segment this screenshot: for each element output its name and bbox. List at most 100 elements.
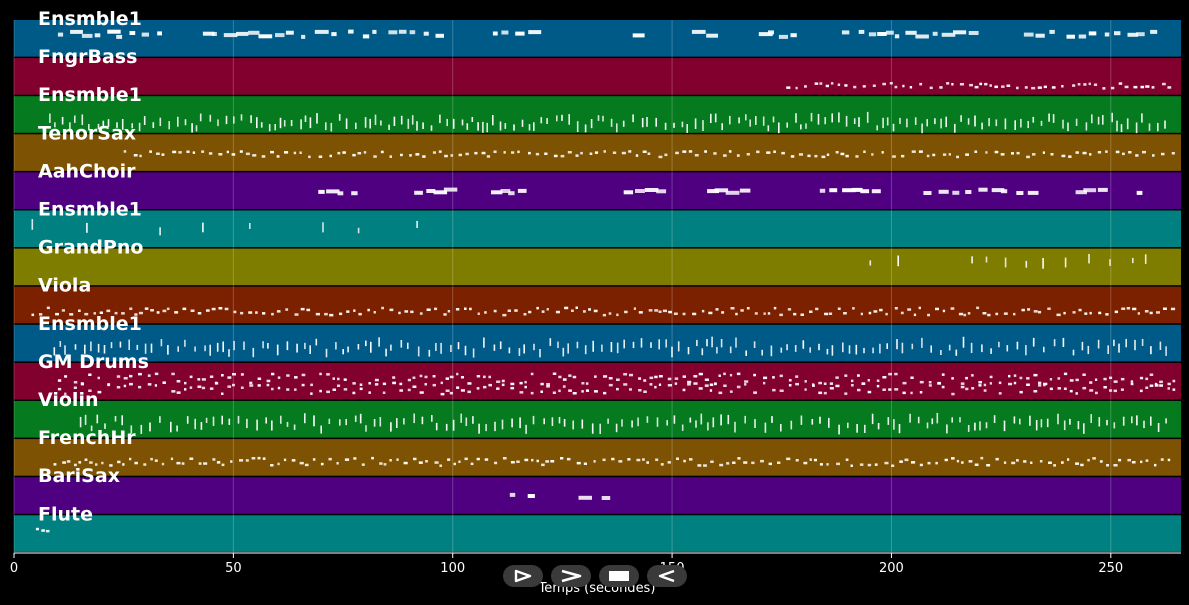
note-mark bbox=[351, 191, 358, 196]
note-mark bbox=[286, 341, 289, 351]
note-mark bbox=[432, 151, 436, 154]
note-mark bbox=[674, 377, 679, 380]
note-mark bbox=[540, 382, 544, 386]
note-mark bbox=[713, 152, 717, 155]
note-mark bbox=[379, 462, 383, 465]
note-mark bbox=[1137, 312, 1140, 315]
note-mark bbox=[1093, 83, 1098, 86]
note-mark bbox=[779, 389, 784, 392]
note-mark bbox=[35, 527, 39, 531]
note-mark bbox=[753, 391, 757, 394]
note-mark bbox=[1019, 376, 1023, 380]
note-mark bbox=[337, 384, 341, 387]
note-mark bbox=[886, 343, 888, 349]
note-mark bbox=[1006, 345, 1009, 352]
note-mark bbox=[682, 150, 687, 153]
note-mark bbox=[1016, 459, 1019, 462]
note-mark bbox=[447, 310, 451, 313]
note-mark bbox=[635, 189, 645, 193]
note-mark bbox=[434, 307, 438, 311]
note-mark bbox=[978, 187, 988, 192]
note-mark bbox=[823, 391, 827, 395]
note-mark bbox=[989, 84, 992, 87]
note-mark bbox=[1061, 154, 1066, 158]
note-mark bbox=[1131, 416, 1133, 424]
note-mark bbox=[971, 256, 973, 264]
note-mark bbox=[1013, 374, 1017, 377]
fast-forward-button[interactable] bbox=[551, 565, 591, 587]
note-mark bbox=[203, 462, 208, 465]
note-mark bbox=[1069, 389, 1073, 393]
note-mark bbox=[686, 124, 688, 133]
note-mark bbox=[635, 154, 639, 157]
note-mark bbox=[546, 385, 550, 388]
note-mark bbox=[788, 379, 792, 382]
note-mark bbox=[1118, 82, 1123, 85]
note-mark bbox=[1016, 151, 1020, 155]
note-mark bbox=[418, 461, 423, 464]
note-mark bbox=[844, 392, 848, 395]
note-mark bbox=[1165, 346, 1167, 356]
rewind-button[interactable] bbox=[647, 565, 687, 587]
note-mark bbox=[1049, 29, 1055, 34]
note-mark bbox=[1019, 390, 1023, 394]
note-mark bbox=[358, 312, 362, 316]
note-mark bbox=[788, 384, 792, 387]
note-mark bbox=[904, 458, 909, 462]
note-mark bbox=[718, 391, 723, 395]
note-mark bbox=[1043, 85, 1047, 89]
note-mark bbox=[1057, 413, 1059, 425]
note-mark bbox=[493, 150, 497, 153]
note-mark bbox=[477, 312, 480, 315]
note-mark bbox=[1063, 372, 1068, 376]
note-mark bbox=[1040, 120, 1043, 126]
note-mark bbox=[673, 122, 675, 128]
track-label: Ensmble1 bbox=[38, 8, 142, 30]
note-mark bbox=[901, 154, 905, 158]
stop-button[interactable] bbox=[599, 565, 639, 587]
note-mark bbox=[218, 307, 223, 310]
note-mark bbox=[665, 339, 667, 348]
note-mark bbox=[133, 154, 138, 157]
note-mark bbox=[212, 416, 215, 426]
note-mark bbox=[858, 29, 865, 34]
note-mark bbox=[78, 461, 82, 464]
note-mark bbox=[39, 313, 43, 316]
note-mark bbox=[829, 188, 838, 193]
note-mark bbox=[354, 415, 357, 422]
note-mark bbox=[611, 457, 615, 461]
note-mark bbox=[31, 219, 34, 230]
note-mark bbox=[337, 191, 344, 196]
note-mark bbox=[136, 344, 139, 350]
note-mark bbox=[1130, 380, 1134, 383]
note-mark bbox=[721, 123, 723, 131]
note-mark bbox=[616, 378, 620, 381]
note-mark bbox=[691, 29, 706, 34]
note-mark bbox=[871, 413, 874, 425]
note-mark bbox=[786, 457, 791, 461]
note-mark bbox=[374, 114, 377, 125]
note-mark bbox=[1035, 420, 1038, 431]
note-mark bbox=[698, 372, 703, 376]
note-mark bbox=[523, 313, 527, 316]
note-mark bbox=[382, 382, 387, 386]
note-mark bbox=[370, 341, 372, 353]
note-mark bbox=[1003, 312, 1008, 315]
note-mark bbox=[989, 382, 992, 385]
note-mark bbox=[228, 418, 231, 425]
track-notes bbox=[318, 187, 1143, 196]
play-button[interactable] bbox=[503, 565, 543, 587]
note-mark bbox=[576, 341, 579, 349]
note-mark bbox=[233, 340, 235, 351]
note-mark bbox=[926, 119, 928, 127]
note-mark bbox=[867, 379, 870, 382]
track-notes bbox=[31, 306, 1176, 317]
note-mark bbox=[1109, 389, 1113, 392]
note-mark bbox=[632, 33, 645, 38]
note-mark bbox=[502, 313, 507, 317]
note-mark bbox=[1072, 349, 1075, 356]
note-mark bbox=[88, 373, 92, 376]
note-mark bbox=[1116, 120, 1118, 132]
note-mark bbox=[388, 124, 390, 130]
note-mark bbox=[658, 375, 663, 378]
